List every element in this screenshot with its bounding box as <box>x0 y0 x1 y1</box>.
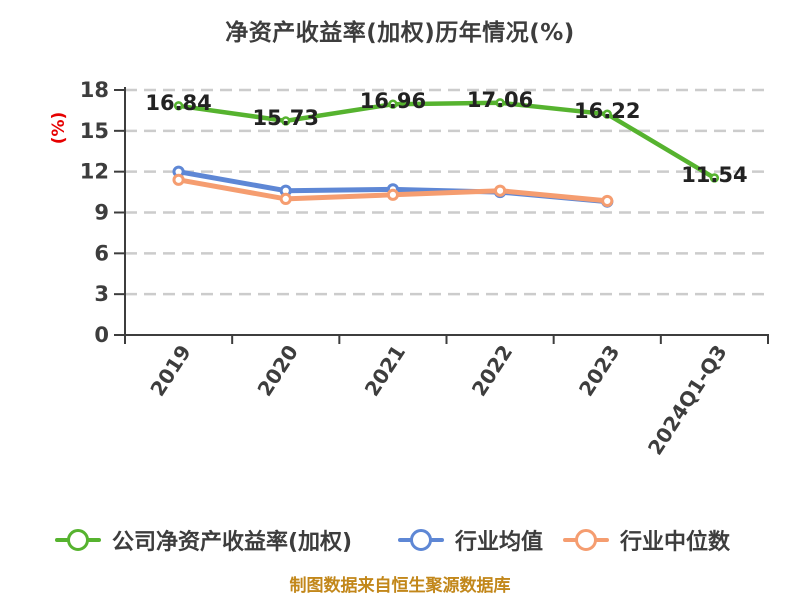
company-roe-data-point <box>281 116 291 126</box>
industry-median-data-point <box>279 192 292 205</box>
roe-trend-chart: 0 3 6 9 12 15 18 2019 2020 2021 2022 2023 2024Q1-Q3 (… <box>49 78 769 460</box>
industry-median-data-point <box>493 184 507 197</box>
data-point-label: 16.22 <box>574 99 640 123</box>
x-tick-label: 2023 <box>574 341 624 401</box>
y-tick-label: 12 <box>80 160 109 184</box>
footer-note: 制图数据来自恒生聚源数据库 <box>289 576 511 596</box>
y-tick-label: 0 <box>94 323 109 347</box>
legend-item-industry-mean[interactable]: 行业均值 <box>398 524 543 556</box>
data-point-label: 11.54 <box>681 163 747 187</box>
x-tick-label: 2021 <box>360 341 410 401</box>
y-tick-label: 15 <box>80 119 109 143</box>
chart-title: 净资产收益率(加权)历年情况(%) <box>225 20 575 46</box>
industry-median-data-point <box>601 194 614 208</box>
company-roe-legend-marker-icon <box>55 529 101 551</box>
industry-median-legend-marker-icon <box>563 529 609 551</box>
x-tick-label: 2024Q1-Q3 <box>643 341 732 460</box>
y-axis-tick-labels: 0 3 6 9 12 15 18 <box>80 78 109 347</box>
y-tick-label: 6 <box>94 241 109 265</box>
x-tick-label: 2020 <box>252 341 302 401</box>
company-roe-line <box>176 100 717 181</box>
data-point-label: 16.96 <box>360 89 426 113</box>
legend-item-industry-median[interactable]: 行业中位数 <box>563 524 730 556</box>
data-point-label: 17.06 <box>467 88 533 112</box>
y-tick-label: 9 <box>94 201 109 225</box>
data-point-label: 15.73 <box>253 106 319 130</box>
x-tick-label: 2019 <box>145 341 195 401</box>
industry-median-series <box>172 173 614 208</box>
x-axis-tick-labels: 2019 2020 2021 2022 2023 2024Q1-Q3 <box>145 341 731 460</box>
company-roe-series <box>173 98 720 183</box>
industry-mean-legend-marker-icon <box>398 529 444 551</box>
x-tick-label: 2022 <box>467 341 517 401</box>
legend-item-label: 行业均值 <box>455 530 544 555</box>
industry-median-data-point <box>172 173 185 186</box>
company-roe-data-point <box>495 98 505 108</box>
gridlines <box>125 88 768 296</box>
company-roe-data-point <box>388 99 398 109</box>
data-point-label: 16.84 <box>145 91 211 115</box>
y-tick-label: 3 <box>94 282 109 306</box>
company-roe-data-point <box>709 173 720 183</box>
legend-item-company-roe[interactable]: 公司净资产收益率(加权) <box>55 524 352 556</box>
y-tick-label: 18 <box>80 78 109 102</box>
company-roe-data-point <box>173 101 184 111</box>
data-point-labels: 16.84 15.73 16.96 17.06 16.22 11.54 <box>145 88 747 187</box>
legend-item-label: 公司净资产收益率(加权) <box>112 530 353 555</box>
y-axis-label: (%) <box>49 112 69 145</box>
company-roe-data-point <box>602 109 612 119</box>
industry-median-data-point <box>386 188 400 201</box>
axes <box>114 87 769 344</box>
legend-item-label: 行业中位数 <box>620 530 731 555</box>
